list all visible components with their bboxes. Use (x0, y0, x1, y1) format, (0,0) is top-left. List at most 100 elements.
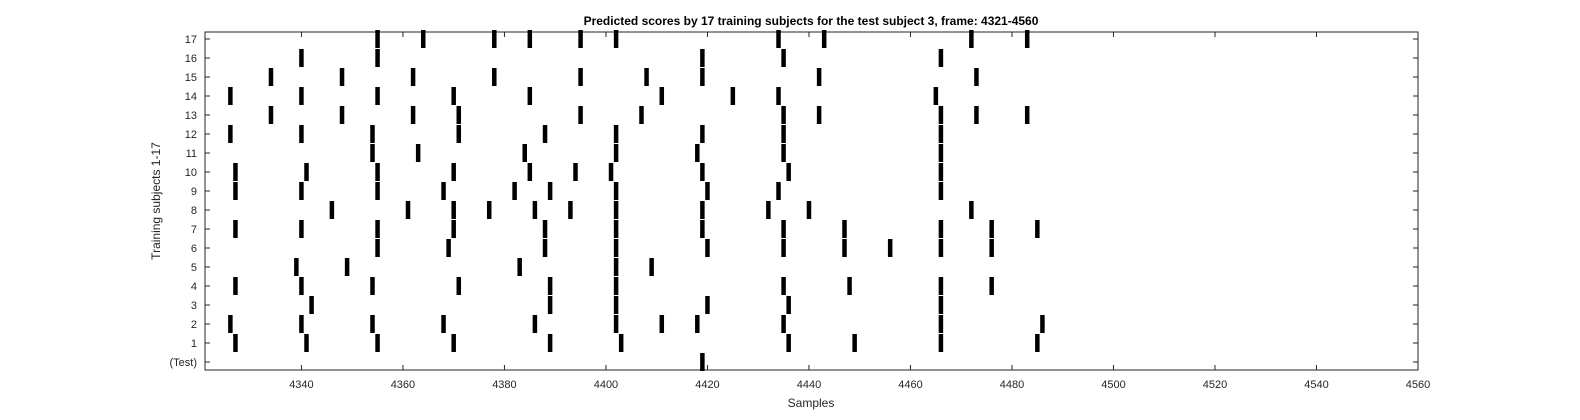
raster-mark (299, 220, 304, 238)
raster-mark (532, 315, 538, 333)
raster-mark (938, 163, 944, 181)
raster-mark (989, 239, 994, 257)
raster-mark (410, 106, 416, 124)
raster-mark (578, 106, 583, 124)
raster-mark (776, 182, 781, 200)
x-tick-label: 4380 (492, 379, 516, 391)
y-tick-label: 15 (185, 72, 197, 84)
raster-mark (268, 68, 274, 86)
raster-mark (700, 125, 705, 143)
raster-mark (938, 239, 944, 257)
y-tick-label: 4 (191, 281, 197, 293)
raster-mark (938, 277, 944, 295)
raster-mark (938, 315, 944, 333)
y-tick-label: 13 (185, 110, 197, 122)
raster-mark (806, 201, 812, 219)
raster-mark (700, 49, 705, 67)
x-tick-label: 4520 (1203, 379, 1227, 391)
raster-mark (618, 334, 624, 352)
raster-mark (781, 125, 786, 143)
raster-mark (938, 106, 944, 124)
x-tick-label: 4400 (594, 379, 618, 391)
x-axis-ticks: 4340 4360 4380 4400 4420 4440 4460 4480 4500 4520… (289, 32, 1430, 391)
y-tick-label: 6 (191, 243, 197, 255)
raster-mark (233, 334, 238, 352)
x-tick-label: 4500 (1101, 379, 1125, 391)
raster-mark (613, 201, 619, 219)
x-tick-label: 4480 (1000, 379, 1024, 391)
raster-mark (821, 30, 827, 48)
y-tick-label: 1 (191, 338, 197, 350)
raster-mark (700, 353, 705, 371)
y-tick-label: 2 (191, 319, 197, 331)
raster-mark (512, 182, 517, 200)
raster-mark (375, 239, 380, 257)
raster-mark (517, 258, 522, 276)
raster-mark (700, 163, 705, 181)
raster-mark (842, 220, 847, 238)
raster-mark (613, 125, 619, 143)
raster-mark (659, 315, 665, 333)
raster-mark (456, 106, 462, 124)
y-tick-label: 17 (185, 34, 197, 46)
raster-mark (492, 30, 497, 48)
raster-mark (542, 125, 548, 143)
raster-mark (608, 163, 614, 181)
raster-mark (781, 49, 786, 67)
raster-mark (268, 106, 274, 124)
y-tick-label: 8 (191, 205, 197, 217)
raster-mark (456, 125, 462, 143)
raster-mark (375, 334, 380, 352)
raster-mark (974, 106, 979, 124)
raster-mark (547, 296, 553, 314)
raster-mark (644, 68, 649, 86)
raster-mark (233, 182, 238, 200)
raster-mark (299, 125, 304, 143)
raster-mark (847, 277, 852, 295)
raster-mark (613, 296, 619, 314)
raster-mark (613, 315, 619, 333)
raster-mark (370, 277, 375, 295)
raster-mark (700, 220, 705, 238)
raster-mark (776, 30, 781, 48)
raster-mark (816, 68, 822, 86)
raster-mark (969, 201, 974, 219)
raster-mark (233, 277, 238, 295)
raster-mark (781, 315, 786, 333)
raster-mark (1024, 30, 1030, 48)
raster-mark (969, 30, 974, 48)
x-tick-label: 4420 (695, 379, 719, 391)
raster-mark (370, 125, 375, 143)
raster-mark (613, 182, 619, 200)
raster-mark (375, 30, 380, 48)
raster-mark (405, 201, 411, 219)
raster-mark (659, 87, 665, 105)
x-tick-label: 4540 (1304, 379, 1328, 391)
raster-mark (781, 106, 786, 124)
x-tick-label: 4460 (898, 379, 922, 391)
raster-mark (695, 144, 700, 162)
raster-mark (1040, 315, 1045, 333)
raster-mark (299, 49, 304, 67)
y-tick-label: 10 (185, 167, 197, 179)
y-tick-label: 7 (191, 224, 197, 236)
raster-mark (233, 163, 238, 181)
chart-title: Predicted scores by 17 training subjects… (584, 14, 1039, 28)
x-tick-label: 4340 (289, 379, 313, 391)
raster-mark (781, 144, 786, 162)
raster-mark (228, 125, 233, 143)
raster-mark (700, 68, 705, 86)
y-tick-label: 5 (191, 262, 197, 274)
raster-mark (375, 87, 380, 105)
y-tick-label: (Test) (170, 357, 198, 369)
raster-mark (375, 220, 380, 238)
raster-mark (613, 144, 619, 162)
raster-mark (938, 296, 944, 314)
raster-mark (486, 201, 492, 219)
raster-mark (1035, 220, 1040, 238)
raster-mark (446, 239, 451, 257)
raster-mark (451, 87, 456, 105)
raster-mark (568, 201, 573, 219)
y-tick-label: 3 (191, 300, 197, 312)
raster-mark (705, 239, 710, 257)
